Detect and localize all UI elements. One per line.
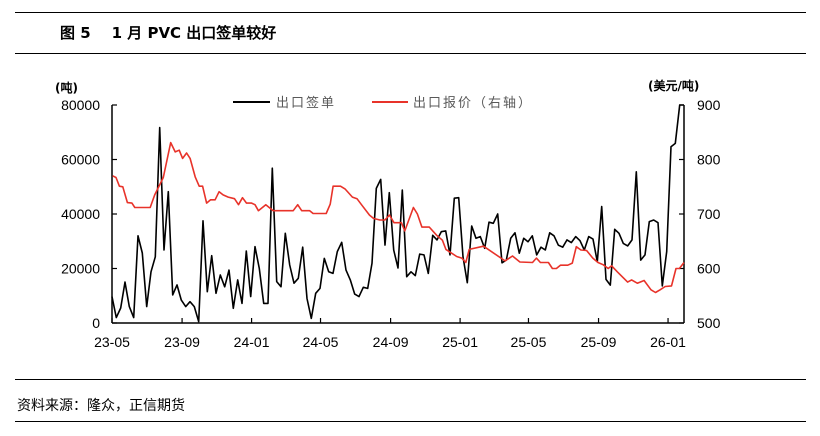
x-axis-tick-label: 24-01 [234,334,270,350]
axes: 0 20000 40000 60000 80000 500 600 700 800 900 23-0… [61,97,721,350]
legend: 出口签单 出口报价（右轴） [233,95,533,111]
legend-label-export-price: 出口报价（右轴） [413,96,533,111]
x-axis-tick-label: 26-01 [650,334,686,350]
plot-area [111,104,685,323]
bottom-rule [15,421,806,422]
right-axis-tick-label: 500 [697,315,721,331]
source-top-rule [15,379,806,380]
x-axis-tick-label: 25-01 [442,334,478,350]
series-line-export-price [112,141,685,294]
x-axis-tick-label: 23-09 [164,334,200,350]
top-rule [15,12,806,13]
right-axis-tick-label: 600 [697,261,721,277]
source-note: 资料来源：隆众，正信期货 [17,398,185,414]
title-rule [15,53,806,54]
series-line-export-orders [111,104,684,323]
right-axis-tick-label: 700 [697,206,721,222]
left-axis-unit: (吨) [55,80,78,95]
left-axis-tick-label: 80000 [61,97,100,113]
x-axis-tick-label: 25-05 [511,334,547,350]
left-axis-tick-label: 0 [92,315,100,331]
x-axis-tick-label: 23-05 [94,334,130,350]
figure-label: 图 5 [60,24,91,42]
right-axis-tick-label: 800 [697,152,721,168]
legend-label-export-orders: 出口签单 [276,95,336,111]
figure-title: 图 5 1 月 PVC 出口签单较好 [60,22,276,43]
right-axis-tick-label: 900 [697,97,721,113]
right-axis-unit: (美元/吨) [648,78,699,93]
left-axis-tick-label: 40000 [61,206,100,222]
x-axis-tick-label: 24-05 [303,334,339,350]
left-axis-tick-label: 60000 [61,152,100,168]
left-axis-tick-label: 20000 [61,261,100,277]
x-axis-tick-label: 25-09 [581,334,617,350]
figure-title-text: 1 月 PVC 出口签单较好 [111,24,277,42]
x-axis-tick-label: 24-09 [373,334,409,350]
